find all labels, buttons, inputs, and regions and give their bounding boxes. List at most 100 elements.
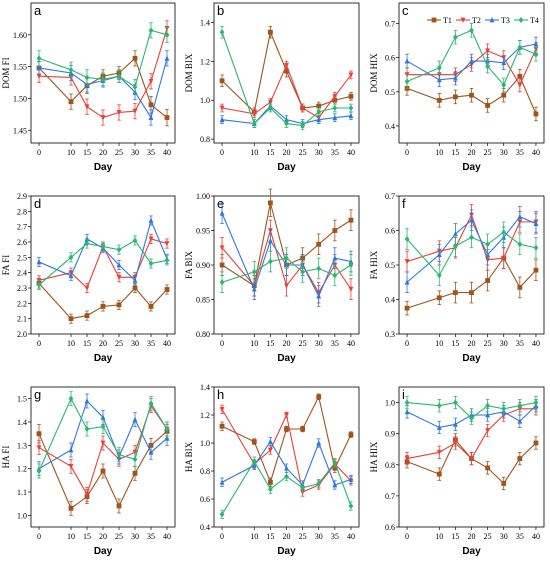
x-tick-label: 40 xyxy=(163,532,171,541)
x-tick-label: 0 xyxy=(37,532,41,541)
x-tick-label: 15 xyxy=(83,532,91,541)
data-point xyxy=(219,423,225,429)
data-point xyxy=(219,479,225,485)
data-point xyxy=(436,424,442,430)
data-point xyxy=(100,304,106,309)
data-point xyxy=(251,286,257,292)
data-point xyxy=(436,97,442,103)
panel-d: d 2.0 2.1 2.2 2.3 2.4 2.5 2.6 2.7 2.8 2.9 0 10 15 20 25… xyxy=(1,192,176,364)
data-point xyxy=(348,112,354,119)
y-tick-label: 0.5 xyxy=(385,261,395,270)
data-point xyxy=(316,440,322,446)
data-point xyxy=(148,449,154,455)
data-point xyxy=(36,281,42,288)
y-tick-label: 1.2 xyxy=(17,465,27,474)
legend: T1 T2 T3 T4 xyxy=(427,16,539,25)
data-point xyxy=(116,73,122,80)
series-line xyxy=(406,438,537,485)
data-point xyxy=(517,402,523,409)
y-tick-label: 1.0 xyxy=(17,511,27,520)
x-tick-label: 40 xyxy=(347,339,355,348)
data-point xyxy=(68,505,74,511)
series-line xyxy=(221,30,352,113)
data-point xyxy=(501,481,507,486)
y-tick-label: 0.4 xyxy=(385,296,395,305)
data-point xyxy=(501,59,507,66)
data-point xyxy=(469,415,474,422)
data-point xyxy=(348,217,354,223)
series-line xyxy=(406,405,537,429)
legend-marker xyxy=(431,17,437,23)
x-tick-label: 30 xyxy=(500,532,508,541)
data-point xyxy=(533,111,539,117)
series-T1 xyxy=(404,247,539,316)
series-line xyxy=(38,58,168,119)
data-point xyxy=(68,272,74,279)
data-point xyxy=(148,217,154,223)
series-T2 xyxy=(219,404,354,497)
data-point xyxy=(267,486,273,493)
x-tick-label: 25 xyxy=(299,148,307,157)
data-point xyxy=(164,55,170,61)
data-point xyxy=(485,465,491,471)
data-point xyxy=(164,426,170,432)
x-tick-label: 40 xyxy=(532,532,540,541)
series-T3 xyxy=(404,36,539,88)
x-tick-label: 20 xyxy=(468,339,476,348)
data-point xyxy=(469,27,474,34)
data-point xyxy=(284,473,289,480)
series-line xyxy=(38,283,168,320)
data-point xyxy=(116,302,122,308)
x-tick-label: 35 xyxy=(147,339,155,348)
data-point xyxy=(132,285,138,291)
data-point xyxy=(36,73,42,80)
series-line xyxy=(38,399,168,470)
x-tick-label: 30 xyxy=(131,339,139,348)
data-point xyxy=(284,68,289,74)
data-point xyxy=(533,440,539,446)
y-tick-label: 0.5 xyxy=(385,88,395,97)
series-line xyxy=(406,257,537,309)
x-tick-label: 25 xyxy=(484,339,492,348)
legend-entry-T2: T2 xyxy=(472,16,481,25)
legend-marker xyxy=(460,17,466,23)
panel-label: f xyxy=(402,196,406,211)
data-point xyxy=(332,482,338,488)
data-point xyxy=(251,268,257,275)
data-point xyxy=(300,268,306,275)
y-tick-label: 1.0 xyxy=(385,399,395,408)
data-point xyxy=(501,229,507,236)
y-tick-label: 1.4 xyxy=(200,383,210,392)
data-point xyxy=(68,395,74,402)
series-T4 xyxy=(36,391,170,479)
data-point xyxy=(517,456,523,461)
data-point xyxy=(116,451,122,458)
data-point xyxy=(452,399,458,406)
data-point xyxy=(148,304,154,309)
x-tick-label: 25 xyxy=(299,532,307,541)
data-point xyxy=(84,398,90,404)
data-point xyxy=(436,272,442,279)
series-T3 xyxy=(404,205,539,294)
panel-e: e 0.80 0.85 0.90 0.95 1.00 0 10 15 20 25 30 35 40 Day F… xyxy=(184,188,360,364)
y-axis-label: HA BIX xyxy=(184,441,194,472)
data-point xyxy=(84,240,90,247)
x-tick-label: 0 xyxy=(37,148,41,157)
x-tick-label: 35 xyxy=(331,532,339,541)
y-tick-label: 0.8 xyxy=(200,135,210,144)
series-line xyxy=(38,57,168,118)
data-point xyxy=(219,262,225,268)
data-point xyxy=(164,115,170,120)
x-tick-label: 25 xyxy=(115,339,123,348)
data-point xyxy=(132,456,138,463)
data-point xyxy=(316,116,322,123)
data-point xyxy=(533,220,539,226)
data-point xyxy=(219,116,225,123)
data-point xyxy=(533,51,539,58)
y-tick-label: 0.4 xyxy=(385,122,395,131)
series-T1 xyxy=(404,69,539,122)
data-point xyxy=(267,237,273,244)
x-tick-label: 0 xyxy=(405,532,409,541)
data-point xyxy=(404,78,410,85)
panel-c: c 0.4 0.5 0.6 0.7 0 10 15 20 25 30 35 40 Day DOM HIX T1… xyxy=(369,2,545,173)
